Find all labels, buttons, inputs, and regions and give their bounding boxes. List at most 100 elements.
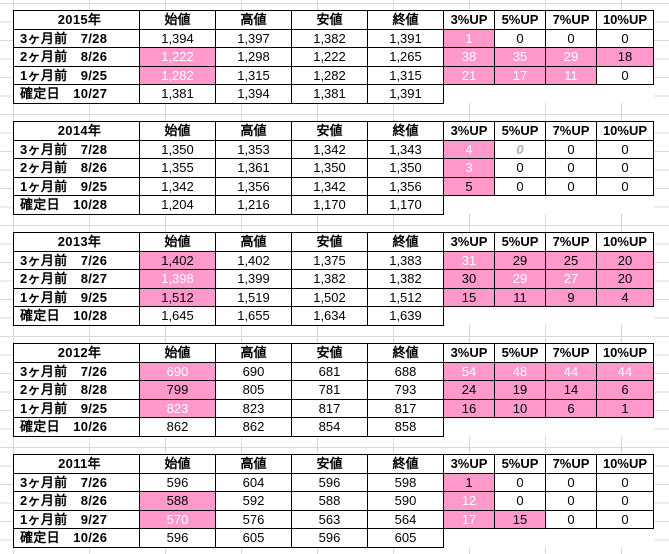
cell-high[interactable]: 1,519	[215, 287, 292, 307]
year-label[interactable]: 2012年	[13, 343, 140, 363]
cell-7up[interactable]: 0	[545, 176, 597, 196]
cell-open[interactable]: 1,645	[139, 306, 216, 326]
cell-low[interactable]: 596	[291, 528, 368, 548]
cell-close[interactable]: 598	[367, 472, 444, 492]
row-label[interactable]: 確定日 10/27	[13, 84, 140, 104]
header-7up[interactable]: 7%UP	[545, 343, 597, 363]
header-7up[interactable]: 7%UP	[545, 454, 597, 474]
cell-high[interactable]: 805	[215, 380, 292, 400]
cell-open[interactable]: 1,204	[139, 195, 216, 215]
cell-close[interactable]: 793	[367, 380, 444, 400]
row-label[interactable]: 2ヶ月前 8/26	[13, 158, 140, 178]
empty-cells[interactable]	[443, 84, 654, 103]
cell-open[interactable]: 588	[139, 491, 216, 511]
cell-low[interactable]: 596	[291, 472, 368, 492]
cell-high[interactable]: 1,216	[215, 195, 292, 215]
cell-7up[interactable]: 0	[545, 491, 597, 511]
cell-7up[interactable]: 25	[545, 250, 597, 270]
cell-low[interactable]: 1,222	[291, 47, 368, 67]
header-close[interactable]: 終値	[367, 121, 444, 141]
cell-3up[interactable]: 3	[443, 158, 495, 178]
cell-open[interactable]: 1,394	[139, 28, 216, 48]
row-label[interactable]: 確定日 10/28	[13, 306, 140, 326]
row-label[interactable]: 1ヶ月前 9/27	[13, 509, 140, 529]
cell-5up[interactable]: 17	[494, 65, 546, 85]
row-label[interactable]: 3ヶ月前 7/26	[13, 472, 140, 492]
header-close[interactable]: 終値	[367, 232, 444, 252]
cell-open[interactable]: 1,355	[139, 158, 216, 178]
header-7up[interactable]: 7%UP	[545, 121, 597, 141]
row-label[interactable]: 3ヶ月前 7/28	[13, 139, 140, 159]
cell-open[interactable]: 1,222	[139, 47, 216, 67]
cell-open[interactable]: 1,282	[139, 65, 216, 85]
cell-low[interactable]: 1,342	[291, 139, 368, 159]
cell-5up[interactable]: 0	[494, 491, 546, 511]
cell-7up[interactable]: 14	[545, 380, 597, 400]
cell-open[interactable]: 1,402	[139, 250, 216, 270]
header-10up[interactable]: 10%UP	[596, 343, 654, 363]
row-label[interactable]: 3ヶ月前 7/26	[13, 361, 140, 381]
cell-close[interactable]: 1,512	[367, 287, 444, 307]
cell-open[interactable]: 596	[139, 472, 216, 492]
header-close[interactable]: 終値	[367, 343, 444, 363]
cell-low[interactable]: 563	[291, 509, 368, 529]
cell-close[interactable]: 564	[367, 509, 444, 529]
year-label[interactable]: 2015年	[13, 10, 140, 30]
cell-high[interactable]: 1,361	[215, 158, 292, 178]
cell-3up[interactable]: 16	[443, 398, 495, 418]
cell-low[interactable]: 681	[291, 361, 368, 381]
header-open[interactable]: 始値	[139, 343, 216, 363]
cell-5up[interactable]: 0	[494, 176, 546, 196]
cell-close[interactable]: 1,315	[367, 65, 444, 85]
cell-7up[interactable]: 0	[545, 472, 597, 492]
cell-high[interactable]: 576	[215, 509, 292, 529]
cell-10up[interactable]: 6	[596, 380, 654, 400]
cell-10up[interactable]: 18	[596, 47, 654, 67]
header-10up[interactable]: 10%UP	[596, 10, 654, 30]
cell-close[interactable]: 817	[367, 398, 444, 418]
cell-low[interactable]: 1,282	[291, 65, 368, 85]
cell-5up[interactable]: 0	[494, 28, 546, 48]
header-3up[interactable]: 3%UP	[443, 10, 495, 30]
cell-low[interactable]: 1,350	[291, 158, 368, 178]
cell-7up[interactable]: 0	[545, 28, 597, 48]
cell-open[interactable]: 823	[139, 398, 216, 418]
cell-10up[interactable]: 0	[596, 139, 654, 159]
row-label[interactable]: 1ヶ月前 9/25	[13, 398, 140, 418]
cell-low[interactable]: 1,381	[291, 84, 368, 104]
cell-10up[interactable]: 0	[596, 158, 654, 178]
cell-5up[interactable]: 48	[494, 361, 546, 381]
cell-open[interactable]: 799	[139, 380, 216, 400]
header-open[interactable]: 始値	[139, 232, 216, 252]
cell-close[interactable]: 1,170	[367, 195, 444, 215]
empty-cells[interactable]	[443, 306, 654, 325]
cell-7up[interactable]: 44	[545, 361, 597, 381]
cell-high[interactable]: 1,397	[215, 28, 292, 48]
cell-open[interactable]: 690	[139, 361, 216, 381]
row-label[interactable]: 1ヶ月前 9/25	[13, 287, 140, 307]
cell-10up[interactable]: 1	[596, 398, 654, 418]
cell-10up[interactable]: 0	[596, 491, 654, 511]
row-label[interactable]: 3ヶ月前 7/26	[13, 250, 140, 270]
header-3up[interactable]: 3%UP	[443, 232, 495, 252]
header-close[interactable]: 終値	[367, 454, 444, 474]
cell-open[interactable]: 1,350	[139, 139, 216, 159]
cell-3up[interactable]: 30	[443, 269, 495, 289]
header-low[interactable]: 安値	[291, 121, 368, 141]
row-label[interactable]: 3ヶ月前 7/28	[13, 28, 140, 48]
header-high[interactable]: 高値	[215, 232, 292, 252]
cell-close[interactable]: 1,383	[367, 250, 444, 270]
cell-close[interactable]: 1,391	[367, 84, 444, 104]
cell-close[interactable]: 590	[367, 491, 444, 511]
header-low[interactable]: 安値	[291, 232, 368, 252]
header-3up[interactable]: 3%UP	[443, 121, 495, 141]
header-close[interactable]: 終値	[367, 10, 444, 30]
cell-close[interactable]: 1,356	[367, 176, 444, 196]
cell-low[interactable]: 854	[291, 417, 368, 437]
cell-10up[interactable]: 0	[596, 509, 654, 529]
cell-low[interactable]: 817	[291, 398, 368, 418]
cell-7up[interactable]: 0	[545, 139, 597, 159]
cell-high[interactable]: 592	[215, 491, 292, 511]
cell-close[interactable]: 1,350	[367, 158, 444, 178]
cell-high[interactable]: 1,655	[215, 306, 292, 326]
